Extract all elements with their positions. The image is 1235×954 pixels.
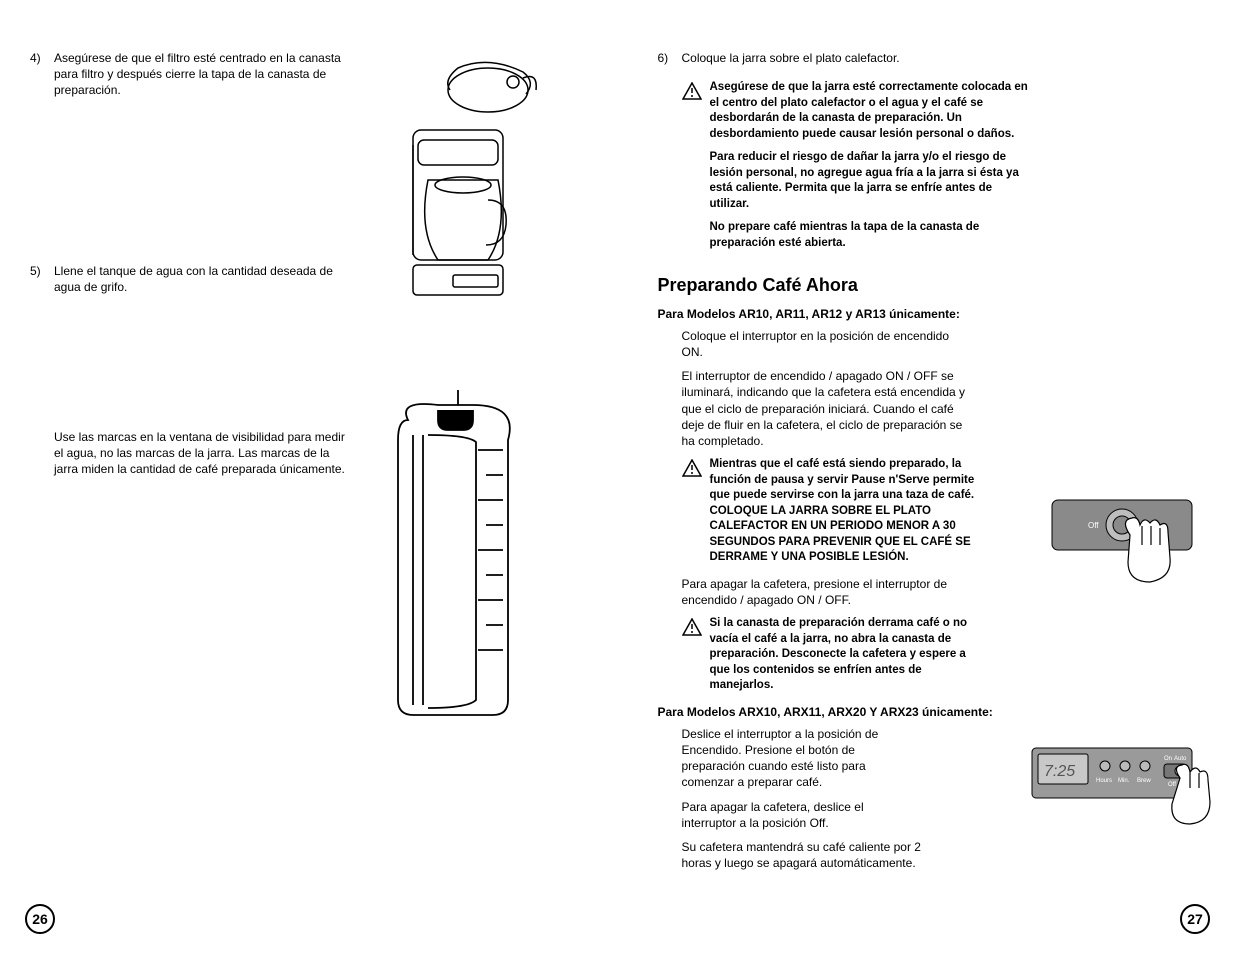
step-5-note: Use las marcas en la ventana de visibili… xyxy=(54,429,354,478)
models-1-p1: Coloque el interruptor en la posición de… xyxy=(682,328,972,360)
step-6-number: 6) xyxy=(658,50,682,66)
warning-icon xyxy=(682,82,704,104)
models-2-p1: Deslice el interruptor a la posición de … xyxy=(682,726,922,791)
step-5-number: 5) xyxy=(30,263,54,279)
water-tank-illustration xyxy=(378,380,538,720)
panel-auto-label: Auto xyxy=(1174,756,1187,762)
models-1-p2: El interruptor de encendido / apagado ON… xyxy=(682,368,972,449)
models-1-label: Para Modelos AR10, AR11, AR12 y AR13 úni… xyxy=(658,306,1206,322)
warning-icon xyxy=(682,459,704,481)
page-spread: 4) Asegúrese de que el filtro esté centr… xyxy=(0,0,1235,954)
warning-3: Si la canasta de preparación derrama caf… xyxy=(682,616,1206,694)
coffee-maker-illustration xyxy=(358,50,558,330)
panel-min-label: Min. xyxy=(1118,778,1130,784)
models-2-p3: Su cafetera mantendrá su café caliente p… xyxy=(682,839,922,871)
panel-hours-label: Hours xyxy=(1096,778,1112,784)
step-6: 6) Coloque la jarra sobre el plato calef… xyxy=(658,50,1206,66)
warning-icon xyxy=(682,618,704,640)
step-4-text: Asegúrese de que el filtro esté centrado… xyxy=(54,50,354,99)
switch-off-label: Off xyxy=(1088,521,1099,530)
panel-off-label: Off xyxy=(1168,782,1176,788)
page-27: 6) Coloque la jarra sobre el plato calef… xyxy=(618,0,1235,954)
section-heading: Preparando Café Ahora xyxy=(658,273,1206,297)
page-number-right: 27 xyxy=(1180,904,1210,934)
warning-3-text: Si la canasta de preparación derrama caf… xyxy=(710,616,980,694)
warning-1-p2: Para reducir el riesgo de dañar la jarra… xyxy=(710,150,1030,212)
page-26: 4) Asegúrese de que el filtro esté centr… xyxy=(0,0,618,954)
models-1-p3: Para apagar la cafetera, presione el int… xyxy=(682,576,952,608)
warning-1-p1: Asegúrese de que la jarra esté correctam… xyxy=(710,80,1030,142)
models-2-p2: Para apagar la cafetera, deslice el inte… xyxy=(682,799,922,831)
step-4-number: 4) xyxy=(30,50,54,66)
panel-brew-label: Brew xyxy=(1137,778,1151,784)
panel-time-label: 7:25 xyxy=(1044,763,1075,780)
warning-1-p3: No prepare café mientras la tapa de la c… xyxy=(710,220,1030,251)
warning-1: Asegúrese de que la jarra esté correctam… xyxy=(682,80,1206,259)
control-panel-illustration: 7:25 Hours Min. Brew On Auto Off xyxy=(1030,740,1220,830)
page-number-left: 26 xyxy=(25,904,55,934)
warning-2-text: Mientras que el café está siendo prepara… xyxy=(710,457,980,566)
on-off-switch-illustration: Off On xyxy=(1050,490,1220,590)
step-6-text: Coloque la jarra sobre el plato calefact… xyxy=(682,50,982,66)
warning-1-text: Asegúrese de que la jarra esté correctam… xyxy=(710,80,1030,259)
panel-on-label: On xyxy=(1164,756,1172,762)
models-2-label: Para Modelos ARX10, ARX11, ARX20 Y ARX23… xyxy=(658,704,1206,720)
step-5-text: Llene el tanque de agua con la cantidad … xyxy=(54,263,354,295)
